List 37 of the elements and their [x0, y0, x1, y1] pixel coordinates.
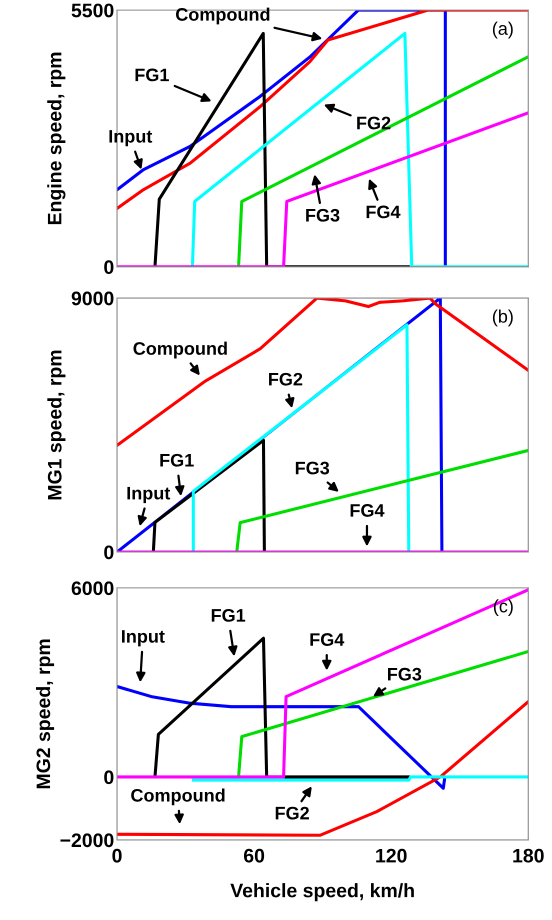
y-axis-title: Engine speed, rpm [47, 52, 66, 224]
y-tick-label: 0 [104, 545, 114, 560]
x-tick-label: 120 [376, 848, 407, 863]
annotation: Compound [133, 342, 227, 358]
annotation: FG4 [310, 633, 344, 646]
line-series [117, 684, 446, 790]
y-tick-label: 6000 [72, 581, 114, 596]
annotation: FG3 [306, 208, 340, 222]
annotation: FG2 [357, 116, 390, 130]
annotation: (c) [494, 599, 513, 616]
annotation: Compound [176, 8, 270, 24]
annotation: (a) [492, 22, 513, 38]
line-series [117, 700, 528, 837]
annotation: FG2 [269, 372, 302, 386]
x-tick-label: 60 [244, 848, 264, 863]
x-tick-label: 180 [513, 848, 544, 863]
annotation: FG4 [350, 504, 384, 517]
annotation: Input [122, 630, 165, 646]
annotation: Input [109, 130, 152, 146]
y-tick-label: 0 [104, 260, 114, 274]
annotation: FG1 [136, 68, 169, 82]
annotation: FG3 [388, 668, 422, 681]
y-axis-title: MG1 speed, rpm [47, 350, 66, 500]
y-axis-title: MG2 speed, rpm [36, 639, 54, 788]
y-tick-label: −2000 [60, 833, 114, 848]
annotation: FG3 [296, 462, 330, 474]
y-tick-label: 5500 [72, 4, 114, 18]
annotation: FG1 [212, 608, 246, 622]
annotation: (b) [492, 310, 513, 326]
annotation: FG1 [160, 454, 194, 467]
y-tick-label: 9000 [72, 292, 114, 306]
x-axis-title: Vehicle speed, km/h [230, 883, 414, 902]
annotation: FG2 [276, 806, 309, 820]
annotation: Compound [131, 788, 225, 806]
y-tick-label: 0 [104, 770, 114, 784]
annotation: FG4 [366, 206, 400, 218]
annotation: Input [127, 486, 170, 504]
